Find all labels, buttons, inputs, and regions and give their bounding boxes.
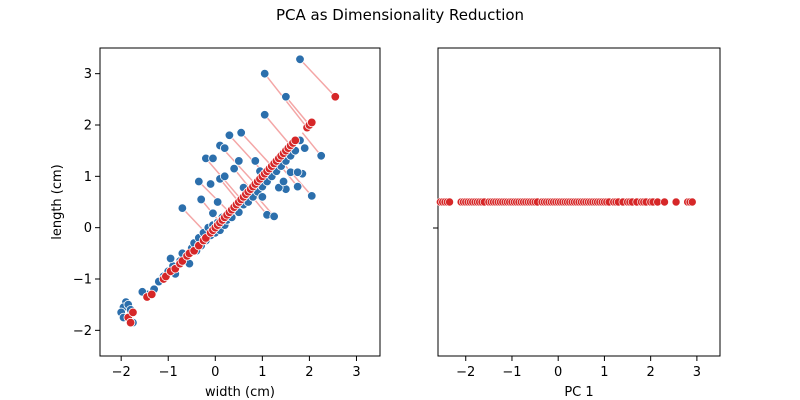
original-point <box>316 151 326 161</box>
connector-line <box>285 96 310 126</box>
right-x-axis-label: PC 1 <box>564 385 593 400</box>
x-tick-label: 3 <box>352 365 360 380</box>
left-x-ticks: −2 −1 0 1 2 3 <box>112 356 361 380</box>
original-point <box>295 54 305 64</box>
original-point <box>196 194 206 205</box>
projected-point <box>147 289 157 300</box>
projected-point <box>330 92 340 102</box>
original-point <box>220 171 230 182</box>
pc1-point <box>445 197 454 207</box>
x-tick-label: −2 <box>112 365 131 380</box>
original-point <box>224 130 235 140</box>
connector-line <box>219 178 240 203</box>
original-point <box>205 179 216 189</box>
projected-point <box>290 135 300 146</box>
pc1-point <box>687 197 697 207</box>
original-point <box>257 192 268 202</box>
y-tick-label: 3 <box>84 67 92 82</box>
original-point <box>250 156 260 166</box>
left-scatter-plot: −2 −1 0 1 2 3 −2 −1 0 1 2 3 width (cm) length (cm) <box>50 47 381 400</box>
connector-line <box>264 114 292 147</box>
original-points <box>116 54 326 328</box>
original-point <box>292 167 303 177</box>
x-tick-label: 3 <box>693 365 701 380</box>
projected-points <box>123 92 340 328</box>
y-tick-label: 1 <box>84 170 92 185</box>
x-tick-label: 0 <box>554 365 562 380</box>
original-point <box>260 110 270 120</box>
left-plot-frame <box>99 47 381 357</box>
x-tick-label: 1 <box>600 365 608 380</box>
original-point <box>177 203 188 213</box>
connector-line <box>240 132 273 167</box>
original-point <box>220 143 230 153</box>
connector-lines <box>181 58 336 236</box>
original-point <box>281 92 291 102</box>
x-tick-label: −1 <box>159 365 178 380</box>
original-point <box>292 181 303 192</box>
original-point <box>236 127 246 138</box>
x-tick-label: −1 <box>502 365 521 380</box>
figure-title: PCA as Dimensionality Reduction <box>276 6 524 24</box>
x-tick-label: 2 <box>647 365 655 380</box>
original-point <box>274 182 284 193</box>
original-point <box>234 156 244 166</box>
left-y-axis-label: length (cm) <box>50 164 65 240</box>
left-x-axis-label: width (cm) <box>205 385 275 400</box>
y-tick-label: 0 <box>84 221 92 236</box>
connector-line <box>299 58 336 98</box>
x-tick-label: −2 <box>456 365 475 380</box>
connector-line <box>198 180 230 213</box>
original-point <box>165 253 176 264</box>
y-tick-label: −1 <box>73 273 92 288</box>
original-point <box>194 176 204 187</box>
right-x-ticks: −2 −1 0 1 2 3 <box>456 356 701 380</box>
original-point <box>300 143 310 153</box>
original-point <box>260 68 270 79</box>
y-tick-label: 2 <box>84 119 92 134</box>
original-point <box>212 197 223 207</box>
original-point <box>307 191 317 201</box>
original-point <box>229 163 239 174</box>
pc1-point <box>660 197 669 207</box>
x-tick-label: 2 <box>305 365 313 380</box>
x-tick-label: 1 <box>258 365 266 380</box>
right-scatter-plot: −2 −1 0 1 2 3 PC 1 <box>433 47 721 400</box>
original-point <box>269 211 279 222</box>
original-point <box>278 176 289 187</box>
projected-point <box>125 317 136 328</box>
original-point <box>208 153 218 164</box>
original-point <box>208 208 218 218</box>
connector-line <box>301 132 322 157</box>
pc1-point <box>671 197 681 207</box>
projected-point <box>307 117 317 128</box>
left-y-ticks: −2 −1 0 1 2 3 <box>73 67 100 339</box>
pc1-points <box>436 197 697 207</box>
projected-point <box>128 307 138 318</box>
x-tick-label: 0 <box>211 365 219 380</box>
y-tick-label: −2 <box>73 324 92 339</box>
